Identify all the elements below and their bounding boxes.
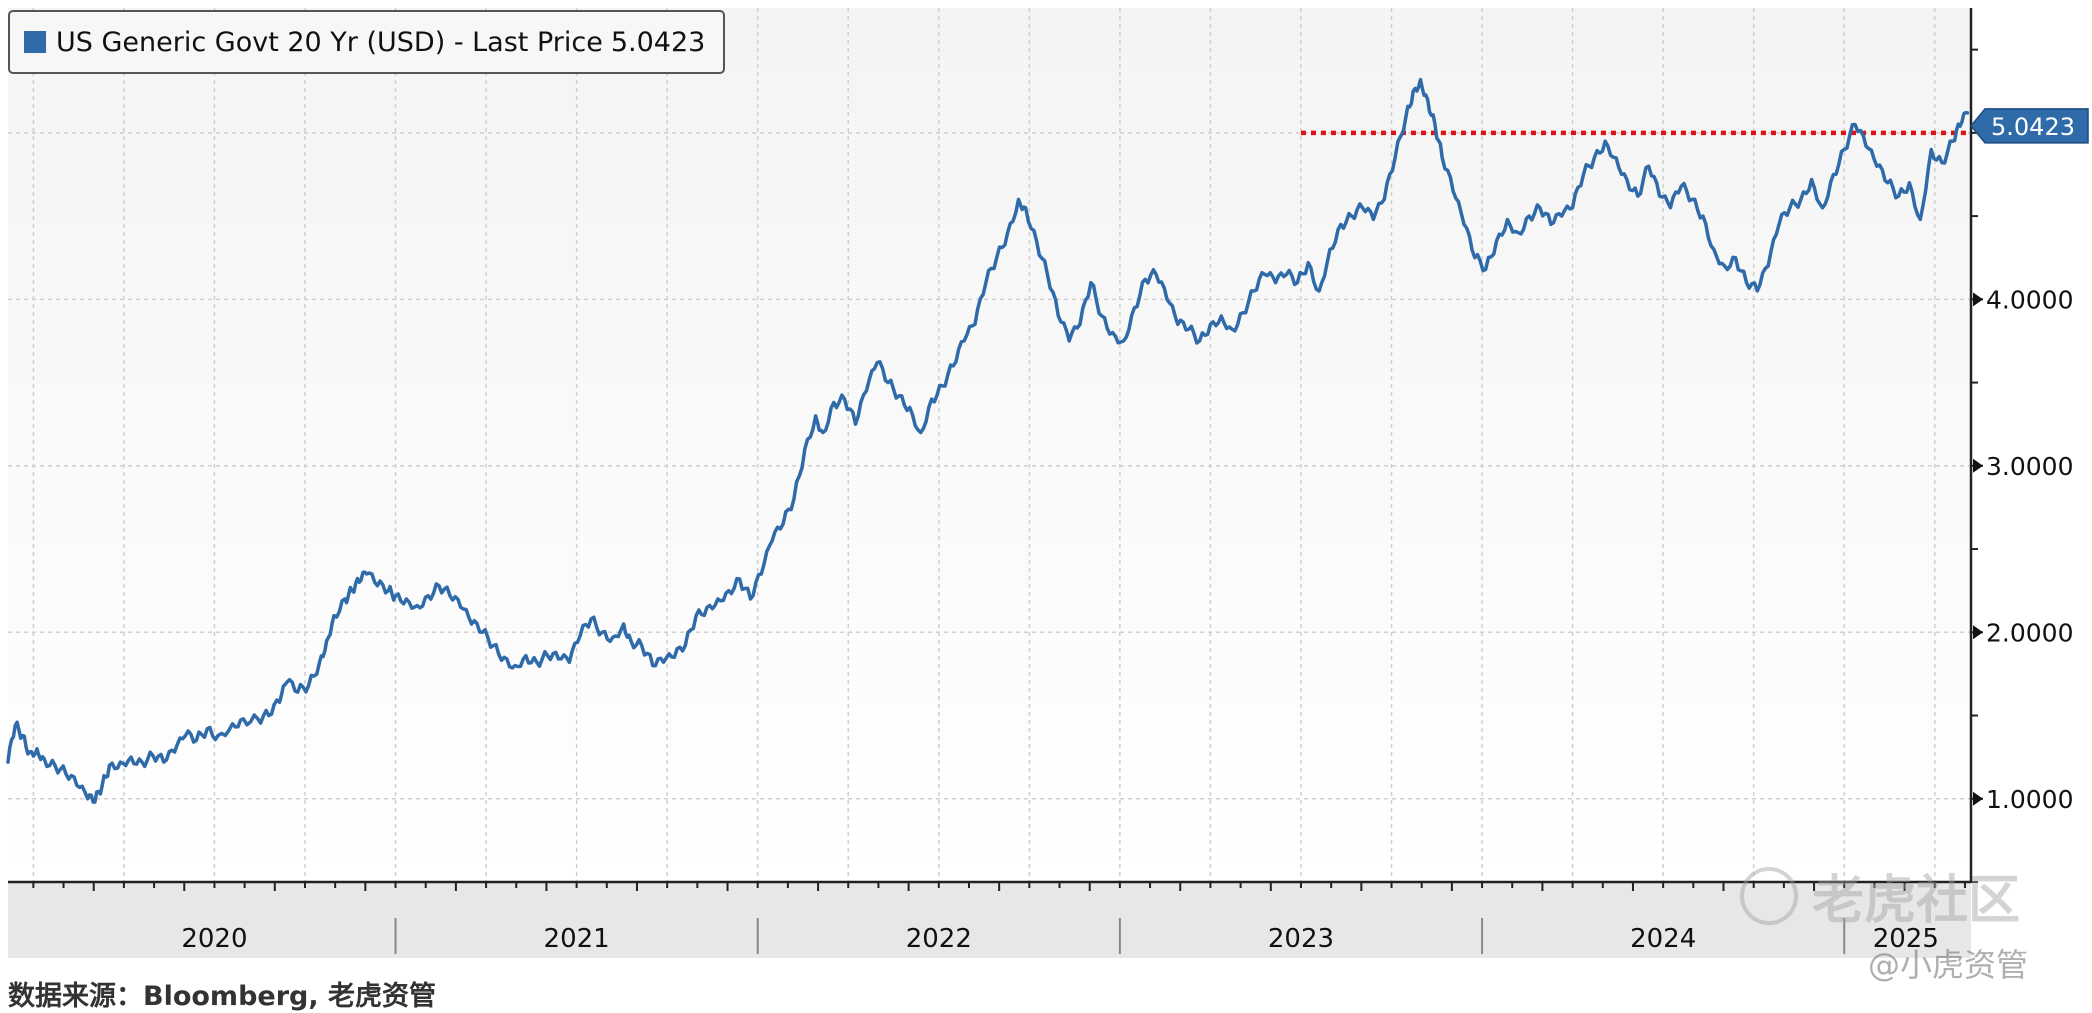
last-price-label: 5.0423 (1991, 113, 2075, 141)
y-tick-label: 2.0000 (1986, 618, 2073, 647)
series-line (6, 77, 1970, 804)
legend-swatch (24, 31, 46, 53)
x-tick-label: 2025 (1873, 924, 1939, 954)
y-tick-arrow (1973, 292, 1983, 307)
y-tick-label: 3.0000 (1986, 452, 2073, 481)
legend-last-value: 5.0423 (610, 26, 706, 58)
x-tick-label: 2023 (1268, 924, 1334, 954)
x-tick-label: 2024 (1630, 924, 1696, 954)
axes (8, 8, 1983, 958)
tiger-logo-icon (1740, 866, 1798, 925)
source-note: 数据来源：Bloomberg, 老虎资管 (8, 981, 437, 1012)
watermark-brand: 老虎社区 (1740, 858, 2020, 933)
legend: US Generic Govt 20 Yr (USD) - Last Price… (8, 10, 726, 74)
y-tick-label: 4.0000 (1986, 285, 2073, 314)
x-tick-label: 2020 (181, 924, 247, 954)
series-layer (6, 77, 1970, 804)
x-axis-band (8, 882, 1971, 958)
plot-background (8, 8, 1971, 882)
x-tick-label: 2021 (544, 924, 610, 954)
last-price-tag (1970, 108, 2089, 144)
y-tick-arrow (1973, 458, 1983, 473)
watermark-handle: @小虎资管 (1868, 946, 2029, 984)
axis-labels: 2020 2021 2022 2023 2024 2025 1.0000 2.0000 3.00… (181, 108, 2089, 954)
y-tick-label: 1.0000 (1986, 785, 2073, 814)
watermark-brand-text: 老虎社区 (1812, 871, 2021, 931)
x-tick-label: 2022 (906, 924, 972, 954)
y-tick-arrow (1973, 791, 1983, 806)
y-tick-arrow (1973, 625, 1983, 640)
legend-label: US Generic Govt 20 Yr (USD) - Last Price (56, 26, 603, 58)
